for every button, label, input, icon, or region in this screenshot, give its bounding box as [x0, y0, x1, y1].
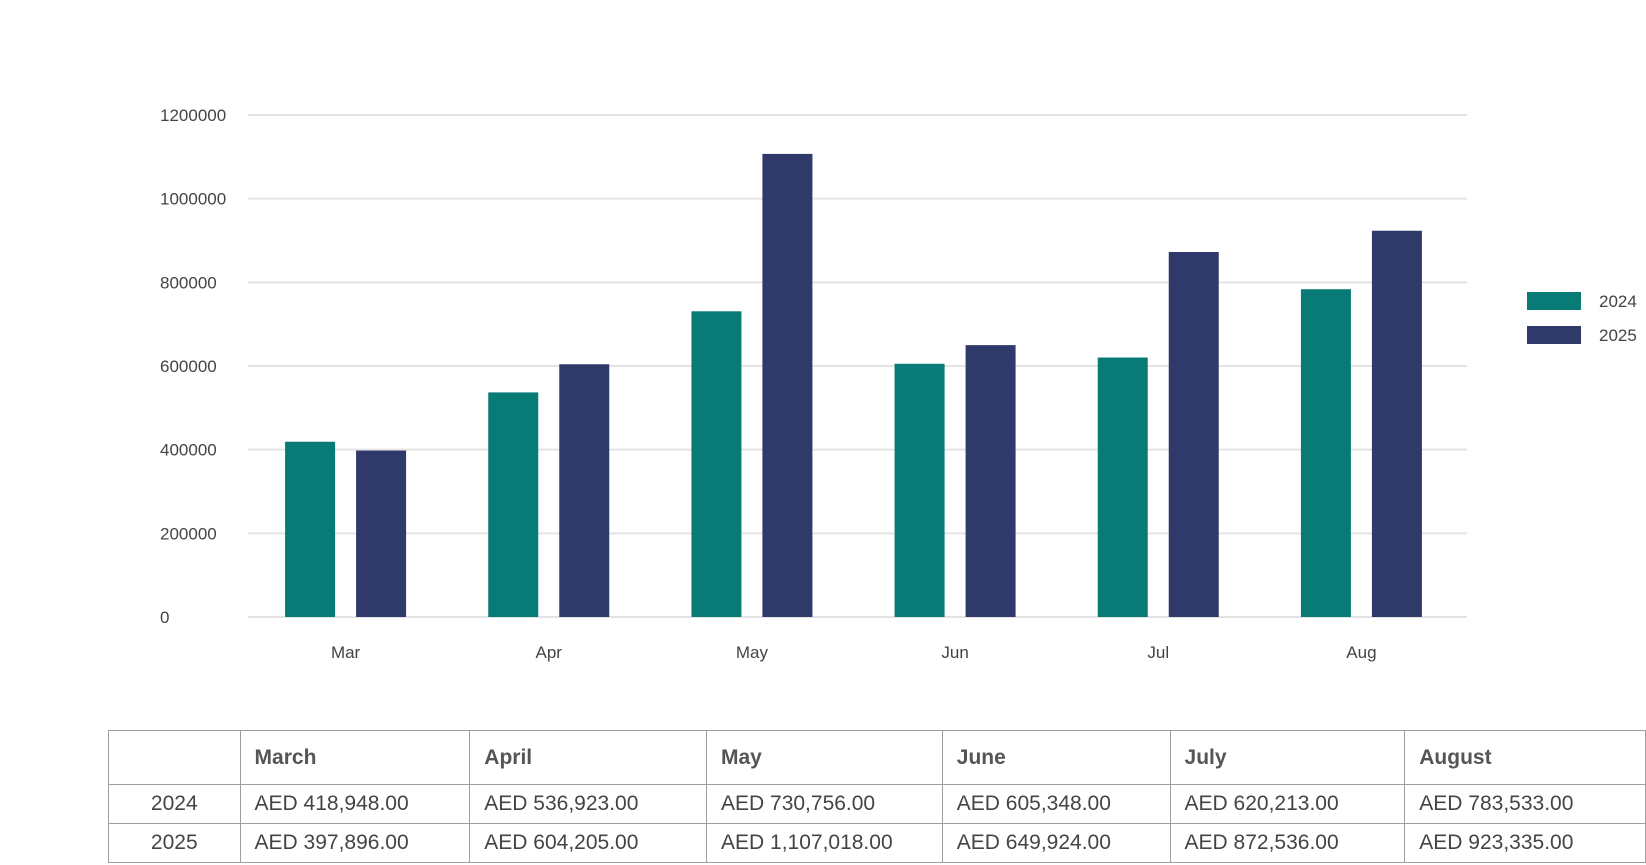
y-tick-label: 600000 [160, 357, 217, 376]
table-header-cell [108, 730, 241, 785]
bar-2025-aug [1371, 230, 1422, 617]
table-cell: AED 620,213.00 [1169, 784, 1406, 824]
table-row: 2024 AED 418,948.00 AED 536,923.00 AED 7… [108, 784, 1646, 824]
bar-2025-mar [356, 450, 407, 617]
y-tick-label: 0 [160, 608, 169, 627]
table-row: 2025 AED 397,896.00 AED 604,205.00 AED 1… [108, 823, 1646, 863]
table-cell: AED 536,923.00 [469, 784, 707, 824]
bar-2024-jun [894, 363, 945, 617]
bar-chart: 1200000 1000000 800000 600000 400000 200000 0 M… [160, 106, 1637, 662]
table-cell: AED 649,924.00 [941, 823, 1171, 863]
data-table: March April May June July August 2024 AE… [108, 730, 1646, 863]
y-tick-label: 1200000 [160, 106, 226, 125]
x-tick-label: Jun [941, 643, 968, 662]
bar-2024-jul [1097, 357, 1148, 617]
table-header-cell: May [706, 730, 943, 785]
table-cell: AED 397,896.00 [239, 823, 471, 863]
table-cell: AED 1,107,018.00 [706, 823, 943, 863]
y-tick-label: 400000 [160, 441, 217, 460]
x-tick-label: Jul [1147, 643, 1169, 662]
table-header-cell: March [239, 730, 471, 785]
table-header-cell: June [941, 730, 1171, 785]
table-cell: AED 783,533.00 [1404, 784, 1646, 824]
table-header-cell: July [1169, 730, 1406, 785]
table-year-cell: 2025 [108, 823, 241, 863]
y-tick-label: 800000 [160, 273, 217, 292]
legend-label-2025: 2025 [1599, 326, 1637, 345]
x-tick-label: May [736, 643, 769, 662]
bar-2025-may [762, 153, 813, 618]
table-cell: AED 605,348.00 [941, 784, 1171, 824]
bar-2025-jul [1168, 251, 1219, 617]
table-cell: AED 923,335.00 [1404, 823, 1646, 863]
table-cell: AED 730,756.00 [706, 784, 943, 824]
bar-2024-apr [488, 392, 539, 617]
bar-2025-jun [965, 345, 1016, 617]
legend-label-2024: 2024 [1599, 292, 1637, 311]
x-tick-label: Apr [536, 643, 563, 662]
table-cell: AED 604,205.00 [469, 823, 707, 863]
y-tick-label: 1000000 [160, 190, 226, 209]
bar-2024-mar [285, 441, 336, 617]
bar-2025-apr [559, 364, 610, 617]
y-tick-label: 200000 [160, 524, 217, 543]
x-tick-label: Mar [331, 643, 361, 662]
table-cell: AED 418,948.00 [239, 784, 471, 824]
table-header-row: March April May June July August [108, 730, 1646, 785]
table-header-cell: August [1404, 730, 1646, 785]
table-year-cell: 2024 [108, 784, 241, 824]
legend-swatch-2024 [1527, 292, 1581, 310]
table-header-cell: April [469, 730, 707, 785]
bar-2024-aug [1300, 289, 1351, 617]
table-cell: AED 872,536.00 [1169, 823, 1406, 863]
x-tick-label: Aug [1346, 643, 1376, 662]
bar-2024-may [691, 311, 742, 617]
legend-swatch-2025 [1527, 326, 1581, 344]
